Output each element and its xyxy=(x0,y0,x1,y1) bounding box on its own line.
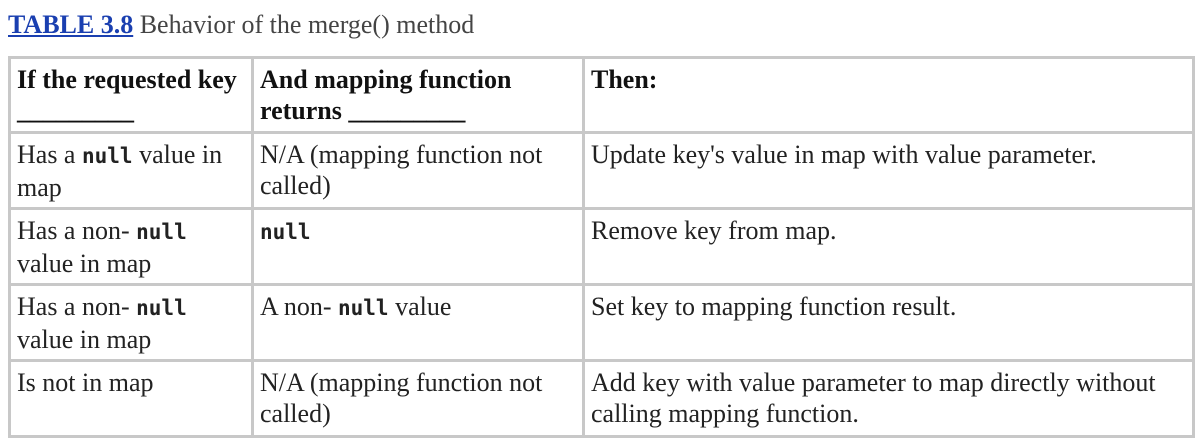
table-row: Is not in map N/A (mapping function not … xyxy=(8,359,1195,438)
cell-then: Remove key from map. xyxy=(582,207,1195,286)
table-row: Has a non- null value in map A non- null… xyxy=(8,283,1195,362)
cell-text: Has a non- xyxy=(17,216,137,245)
cell-mapping-returns: A non- null value xyxy=(251,283,585,362)
cell-mapping-returns: N/A (mapping function not called) xyxy=(251,359,585,438)
column-header-then: Then: xyxy=(582,56,1195,134)
cell-requested-key: Has a null value in map xyxy=(8,131,254,210)
cell-text: Update key's value in map with value par… xyxy=(591,140,1097,169)
table-header-row: If the requested key _________ And mappi… xyxy=(8,56,1195,134)
code-literal: null xyxy=(81,144,133,168)
cell-requested-key: Has a non- null value in map xyxy=(8,283,254,362)
code-literal: null xyxy=(260,220,311,244)
cell-requested-key: Is not in map xyxy=(8,359,254,438)
cell-text: A non- xyxy=(260,292,338,321)
column-header-requested-key: If the requested key _________ xyxy=(8,56,254,134)
table-title: Behavior of the merge() method xyxy=(139,10,475,39)
cell-then: Update key's value in map with value par… xyxy=(582,131,1195,210)
code-literal: null xyxy=(136,220,187,244)
table-caption: TABLE 3.8 Behavior of the merge() method xyxy=(8,8,474,42)
cell-mapping-returns: null xyxy=(251,207,585,286)
table-row: Has a null value in map N/A (mapping fun… xyxy=(8,131,1195,210)
cell-then: Add key with value parameter to map dire… xyxy=(582,359,1195,438)
cell-text: Is not in map xyxy=(17,368,154,397)
cell-text: Set key to mapping function result. xyxy=(591,292,957,321)
table-row: Has a non- null value in map null Remove… xyxy=(8,207,1195,286)
cell-text: value xyxy=(388,292,452,321)
cell-text: value in map xyxy=(17,249,152,278)
cell-text: Has a xyxy=(17,140,82,169)
cell-text: Add key with value parameter to map dire… xyxy=(591,368,1156,428)
code-literal: null xyxy=(136,296,187,320)
column-header-mapping-returns: And mapping function returns _________ xyxy=(251,56,585,134)
cell-text: N/A (mapping function not called) xyxy=(260,140,543,200)
cell-text: Remove key from map. xyxy=(591,216,837,245)
table-number-link[interactable]: TABLE 3.8 xyxy=(8,10,134,39)
cell-requested-key: Has a non- null value in map xyxy=(8,207,254,286)
merge-behavior-table: If the requested key _________ And mappi… xyxy=(8,56,1195,438)
cell-text: Has a non- xyxy=(17,292,137,321)
cell-text: value in map xyxy=(17,140,223,202)
cell-mapping-returns: N/A (mapping function not called) xyxy=(251,131,585,210)
cell-then: Set key to mapping function result. xyxy=(582,283,1195,362)
code-literal: null xyxy=(338,296,389,320)
cell-text: value in map xyxy=(17,325,152,354)
cell-text: N/A (mapping function not called) xyxy=(260,368,543,428)
